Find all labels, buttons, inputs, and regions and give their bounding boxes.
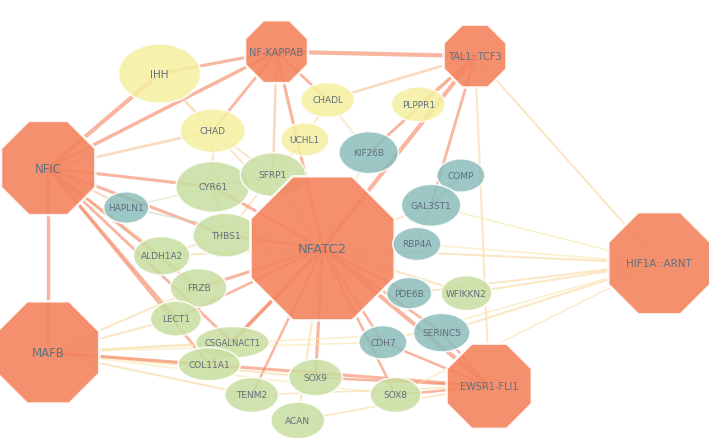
Ellipse shape <box>196 327 269 358</box>
Ellipse shape <box>339 132 398 174</box>
Ellipse shape <box>391 88 445 123</box>
Text: CSGALNACT1: CSGALNACT1 <box>204 338 261 347</box>
Text: WFIKKN2: WFIKKN2 <box>446 289 487 298</box>
Ellipse shape <box>193 214 258 258</box>
Text: CDH7: CDH7 <box>370 338 396 347</box>
Polygon shape <box>447 344 532 429</box>
Text: NF-KAPPAB: NF-KAPPAB <box>250 48 303 57</box>
Polygon shape <box>245 21 308 84</box>
Ellipse shape <box>401 185 461 227</box>
Text: COMP: COMP <box>447 172 474 180</box>
Ellipse shape <box>370 378 421 413</box>
Ellipse shape <box>104 192 149 224</box>
Polygon shape <box>1 122 96 215</box>
Text: COL11A1: COL11A1 <box>189 360 230 369</box>
Text: ACAN: ACAN <box>285 416 311 425</box>
Text: CHAD: CHAD <box>200 127 225 136</box>
Ellipse shape <box>150 301 201 336</box>
Text: TAL1::TCF3: TAL1::TCF3 <box>448 52 502 62</box>
Polygon shape <box>444 25 506 88</box>
Ellipse shape <box>289 359 342 396</box>
Text: IHH: IHH <box>150 70 169 79</box>
Text: EWSR1-FLI1: EWSR1-FLI1 <box>460 381 518 391</box>
Text: LECT1: LECT1 <box>162 314 190 323</box>
Polygon shape <box>250 177 395 321</box>
Text: PDE6B: PDE6B <box>394 289 424 298</box>
Text: UCHL1: UCHL1 <box>290 136 320 145</box>
Text: KIF26B: KIF26B <box>353 149 384 158</box>
Text: RBP4A: RBP4A <box>402 240 432 249</box>
Ellipse shape <box>225 378 279 413</box>
Text: FRZB: FRZB <box>186 284 211 293</box>
Text: GAL3ST1: GAL3ST1 <box>411 201 452 210</box>
Polygon shape <box>0 302 99 403</box>
Ellipse shape <box>441 276 492 311</box>
Text: SERINC5: SERINC5 <box>422 328 462 337</box>
Ellipse shape <box>437 159 485 193</box>
Ellipse shape <box>133 237 190 276</box>
Ellipse shape <box>180 110 245 153</box>
Text: PLPPR1: PLPPR1 <box>402 101 435 110</box>
Text: ALDH1A2: ALDH1A2 <box>140 252 183 261</box>
Ellipse shape <box>413 314 470 352</box>
Ellipse shape <box>359 326 407 359</box>
Polygon shape <box>608 213 709 314</box>
Ellipse shape <box>176 162 250 213</box>
Text: CHADL: CHADL <box>312 96 343 105</box>
Ellipse shape <box>281 124 329 157</box>
Text: SOX9: SOX9 <box>303 373 328 382</box>
Ellipse shape <box>240 153 306 197</box>
Text: HAPLN1: HAPLN1 <box>108 204 144 212</box>
Ellipse shape <box>386 278 432 309</box>
Text: HIF1A::ARNT: HIF1A::ARNT <box>627 259 692 268</box>
Ellipse shape <box>178 348 240 381</box>
Ellipse shape <box>118 45 201 104</box>
Ellipse shape <box>301 83 354 118</box>
Ellipse shape <box>393 228 441 261</box>
Ellipse shape <box>271 402 325 438</box>
Text: TENM2: TENM2 <box>236 391 267 399</box>
Text: SOX8: SOX8 <box>384 391 408 399</box>
Text: MAFB: MAFB <box>32 346 65 359</box>
Text: CYR61: CYR61 <box>198 183 228 192</box>
Text: NFIC: NFIC <box>35 162 62 175</box>
Text: NFATC2: NFATC2 <box>298 242 347 255</box>
Text: THBS1: THBS1 <box>211 231 240 240</box>
Text: SFRP1: SFRP1 <box>259 171 287 180</box>
Ellipse shape <box>170 269 227 307</box>
